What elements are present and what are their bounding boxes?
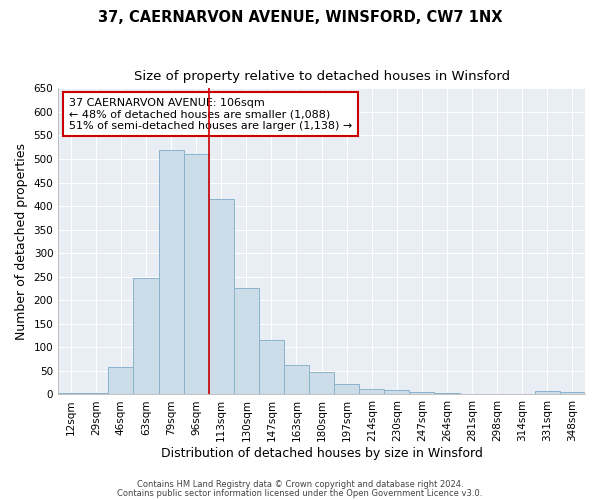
- Bar: [535, 391, 560, 394]
- Bar: [284, 366, 309, 394]
- Bar: [259, 340, 284, 394]
- Bar: [234, 288, 259, 395]
- Bar: [109, 366, 133, 394]
- Bar: [359, 389, 385, 394]
- Bar: [334, 384, 359, 394]
- Y-axis label: Number of detached properties: Number of detached properties: [15, 143, 28, 340]
- Bar: [209, 199, 234, 394]
- Bar: [158, 150, 184, 394]
- Bar: [133, 278, 158, 394]
- Text: 37 CAERNARVON AVENUE: 106sqm
← 48% of detached houses are smaller (1,088)
51% of: 37 CAERNARVON AVENUE: 106sqm ← 48% of de…: [69, 98, 352, 130]
- Bar: [434, 392, 460, 394]
- Text: Contains public sector information licensed under the Open Government Licence v3: Contains public sector information licen…: [118, 488, 482, 498]
- Bar: [385, 390, 409, 394]
- Bar: [560, 392, 585, 394]
- Text: Contains HM Land Registry data © Crown copyright and database right 2024.: Contains HM Land Registry data © Crown c…: [137, 480, 463, 489]
- Bar: [58, 393, 83, 394]
- Bar: [83, 393, 109, 394]
- Title: Size of property relative to detached houses in Winsford: Size of property relative to detached ho…: [134, 70, 509, 83]
- X-axis label: Distribution of detached houses by size in Winsford: Distribution of detached houses by size …: [161, 447, 482, 460]
- Text: 37, CAERNARVON AVENUE, WINSFORD, CW7 1NX: 37, CAERNARVON AVENUE, WINSFORD, CW7 1NX: [98, 10, 502, 25]
- Bar: [309, 372, 334, 394]
- Bar: [409, 392, 434, 394]
- Bar: [184, 154, 209, 394]
